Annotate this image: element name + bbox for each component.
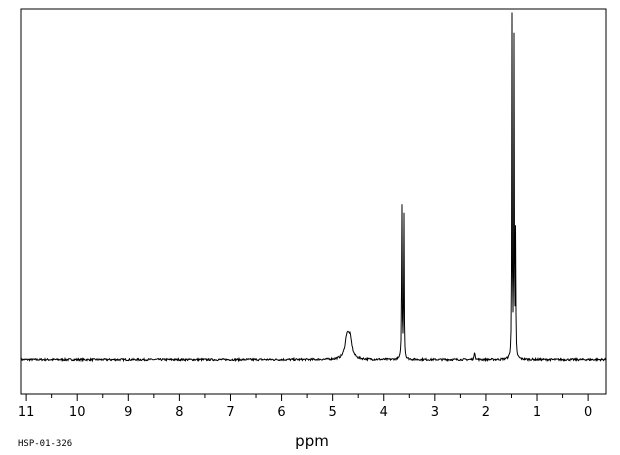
x-tick-label: 2	[482, 405, 490, 420]
x-tick-label: 8	[175, 405, 183, 420]
plot-frame	[20, 8, 607, 395]
sample-id-label: HSP-01-326	[18, 439, 72, 449]
x-axis-tick-labels: 11 10 9 8 7 6 5 4 3 2 1 0	[18, 405, 592, 420]
x-tick-label: 1	[533, 405, 541, 420]
x-tick-label: 4	[380, 405, 388, 420]
x-tick-label: 6	[277, 405, 285, 420]
x-tick-label: 9	[124, 405, 132, 420]
x-tick-label: 11	[18, 405, 35, 420]
x-tick-label: 0	[584, 405, 592, 420]
x-axis-label: ppm	[295, 432, 329, 450]
x-tick-label: 10	[69, 405, 86, 420]
x-axis-ticks	[25, 394, 589, 401]
spectrum-trace	[20, 12, 607, 363]
x-tick-label: 7	[226, 405, 234, 420]
x-tick-label: 3	[431, 405, 439, 420]
x-tick-label: 5	[329, 405, 337, 420]
